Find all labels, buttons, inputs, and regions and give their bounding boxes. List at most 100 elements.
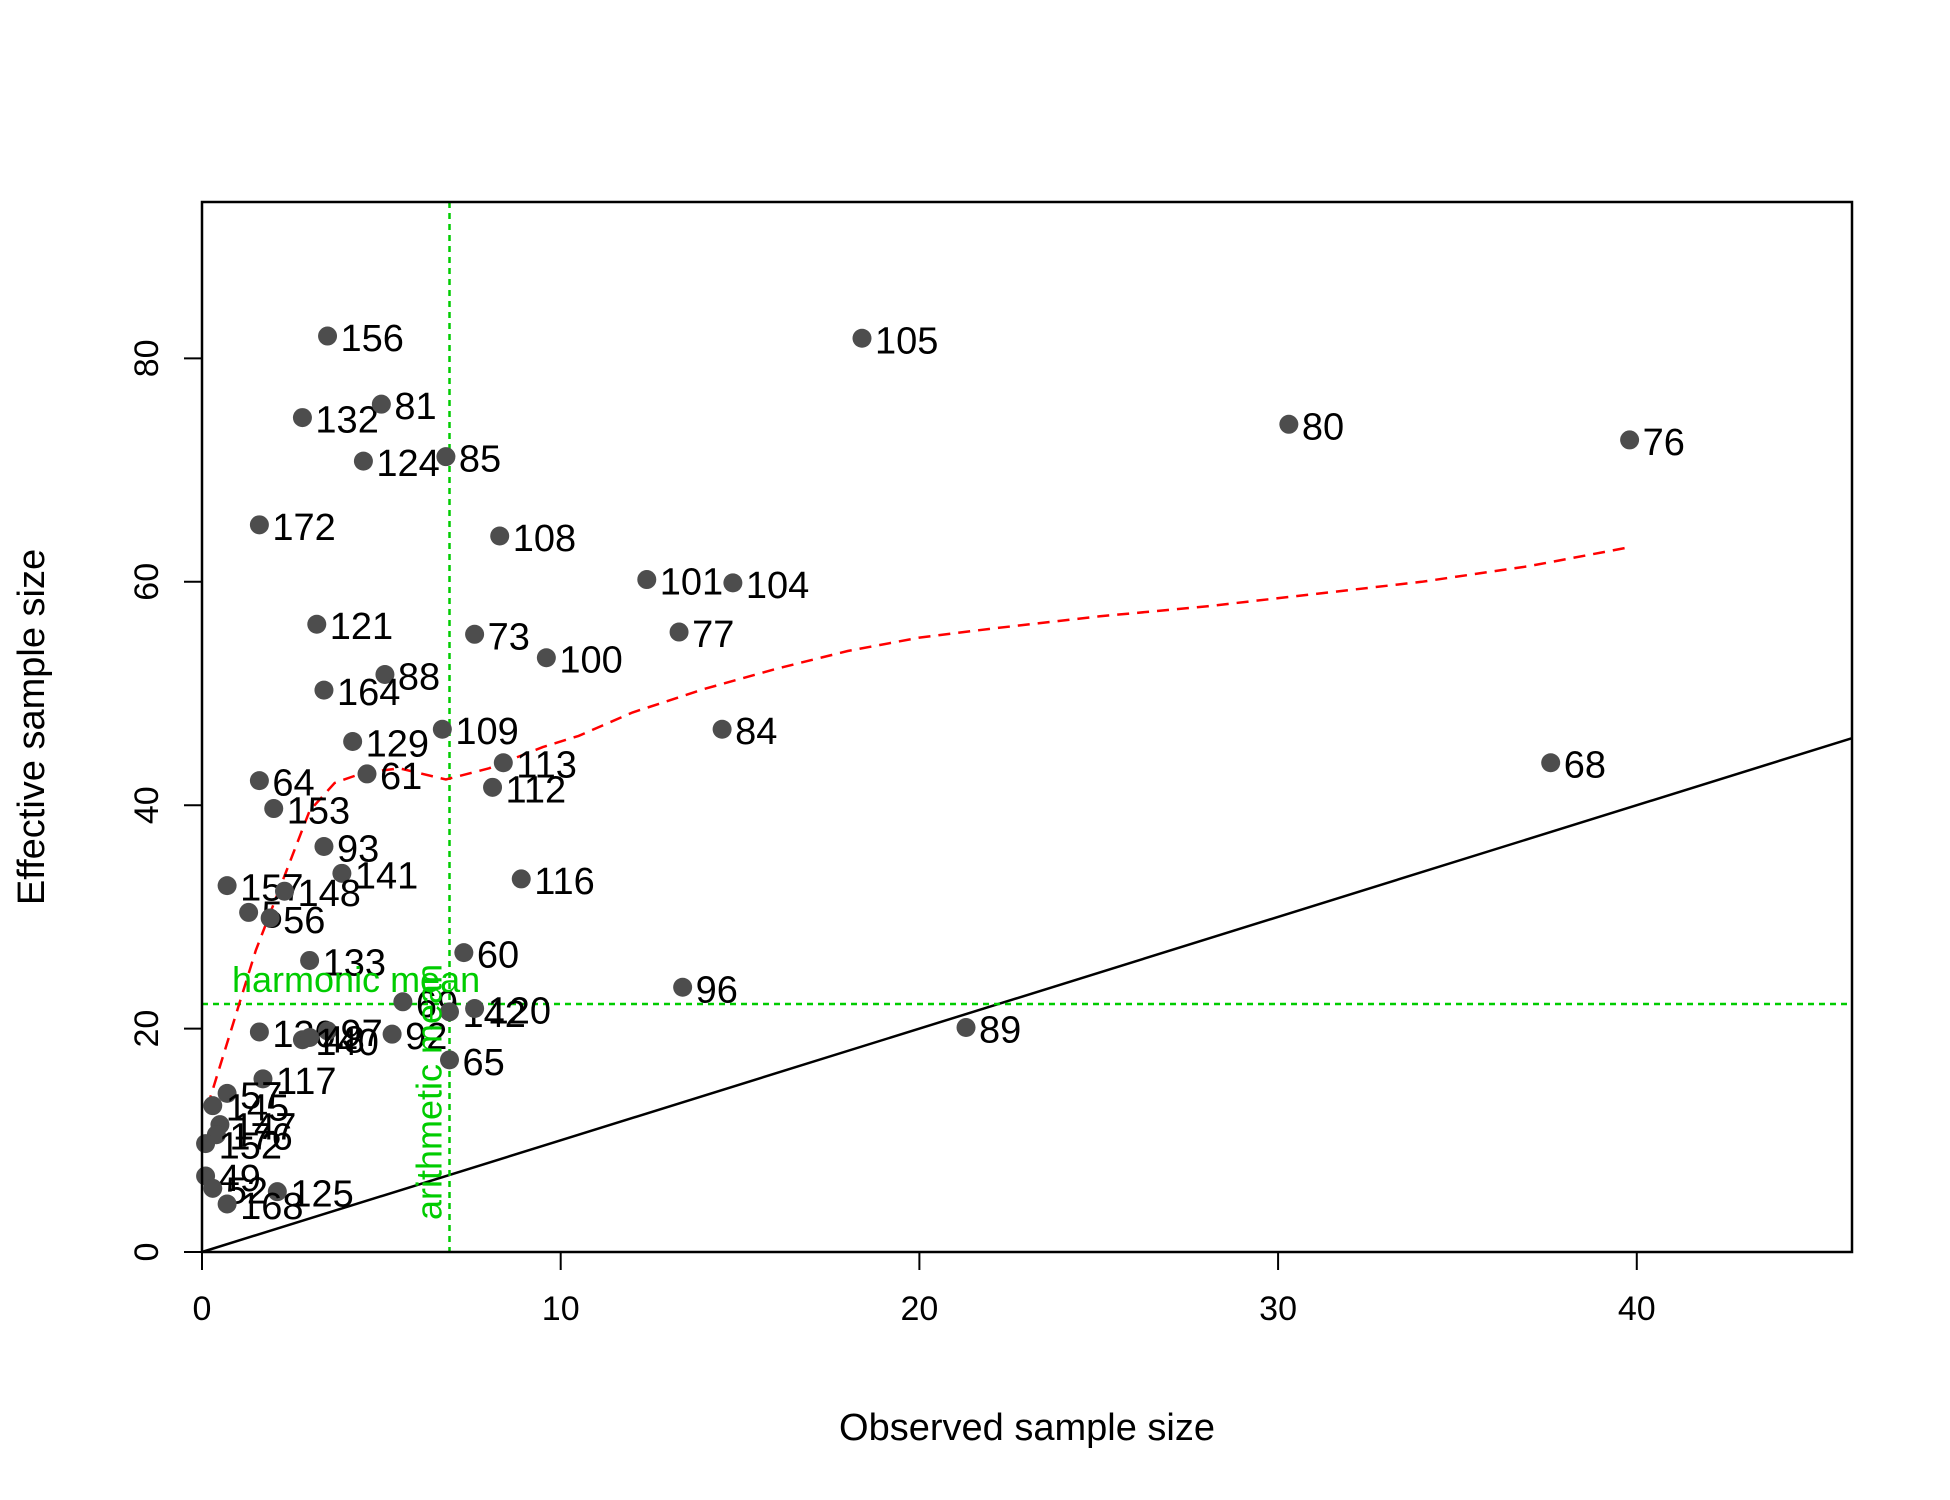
point-label: 88: [398, 657, 440, 699]
data-point: [465, 624, 485, 644]
point-label: 77: [692, 614, 734, 656]
data-point: [357, 764, 377, 784]
point-label: 76: [1643, 422, 1685, 464]
point-label: 176: [229, 1117, 292, 1159]
data-point: [260, 908, 280, 928]
point-label: 93: [337, 829, 379, 871]
data-point: [1620, 430, 1640, 450]
data-point: [318, 1021, 338, 1041]
data-point: [253, 1069, 273, 1089]
data-point: [371, 394, 391, 414]
data-point: [314, 680, 334, 700]
point-label: 116: [534, 861, 595, 903]
point-label: 145: [226, 1088, 289, 1130]
point-label: 57: [240, 1075, 282, 1117]
data-point: [203, 1178, 223, 1198]
y-tick-label: 40: [128, 786, 166, 824]
point-label: 61: [380, 756, 422, 798]
data-point: [300, 1028, 320, 1048]
y-tick-label: 20: [128, 1010, 166, 1048]
x-tick-label: 40: [1618, 1290, 1656, 1328]
data-point: [343, 732, 363, 752]
data-point: [393, 992, 413, 1012]
point-label: 101: [660, 562, 723, 604]
data-point: [353, 451, 373, 471]
data-point: [217, 876, 237, 896]
data-point: [239, 902, 259, 922]
point-label: 153: [287, 791, 350, 833]
x-tick-label: 20: [900, 1290, 938, 1328]
y-tick-label: 80: [128, 339, 166, 377]
data-point: [275, 881, 294, 901]
data-point: [203, 1096, 223, 1116]
data-point: [493, 753, 513, 773]
data-point: [1279, 414, 1299, 434]
harmonic-mean-label: harmonic mean: [232, 959, 480, 1000]
point-label: 64: [272, 763, 314, 805]
point-label: 112: [506, 769, 567, 811]
point-label: 81: [394, 386, 436, 428]
x-tick-label: 0: [193, 1290, 212, 1328]
data-point: [712, 719, 732, 739]
arithmetic-mean-label: arithmetic mean: [409, 964, 450, 1220]
point-label: 152: [219, 1126, 282, 1168]
point-label: 141: [355, 855, 418, 897]
point-label: 132: [315, 400, 378, 442]
y-axis-title: Effective sample size: [11, 549, 53, 905]
point-label: 124: [376, 443, 439, 485]
data-point: [249, 771, 269, 791]
x-tick-label: 30: [1259, 1290, 1297, 1328]
data-point: [314, 837, 334, 857]
point-label: 148: [298, 873, 361, 915]
point-label: 113: [516, 745, 577, 787]
point-label: 140: [315, 1022, 378, 1064]
axis-ticks: 0 10 20 30 40 0 20 40 60 80: [128, 339, 1656, 1328]
data-point: [436, 447, 456, 467]
plot-marks: 156 105 132 81 80 76 124 85 172 108 101 104 121 73 77 1…: [196, 202, 1853, 1254]
data-point: [267, 1182, 287, 1202]
data-point: [300, 950, 320, 970]
point-label: 97: [341, 1013, 383, 1055]
point-label: 133: [323, 942, 386, 984]
point-label: 60: [477, 935, 519, 977]
data-point: [465, 998, 485, 1018]
data-point: [483, 777, 503, 797]
data-point: [490, 526, 510, 546]
data-point: [669, 622, 689, 642]
data-point: [536, 648, 556, 668]
identity-line: [201, 736, 1853, 1254]
point-label: 147: [233, 1107, 296, 1149]
data-point: [723, 573, 743, 593]
data-point: [249, 1022, 269, 1042]
data-point: [440, 1002, 459, 1022]
point-label: 80: [1302, 406, 1344, 448]
point-label: 105: [875, 320, 938, 362]
point-label: 100: [559, 640, 622, 682]
y-tick-label: 60: [128, 563, 166, 601]
data-point: [332, 863, 352, 883]
point-label: 65: [463, 1042, 505, 1084]
point-label: 117: [276, 1061, 337, 1103]
plot-frame: [200, 200, 1854, 1254]
data-point: [264, 799, 284, 819]
point-label: 84: [735, 711, 777, 753]
point-label: 49: [219, 1158, 261, 1200]
data-point: [1541, 753, 1561, 773]
point-label: 68: [1564, 745, 1606, 787]
point-label: 48: [323, 1020, 365, 1062]
data-point: [956, 1017, 976, 1037]
point-label: 172: [272, 507, 335, 549]
point-label: 92: [405, 1016, 447, 1058]
point-label: 56: [283, 900, 325, 942]
data-point: [196, 1134, 216, 1154]
data-point: [307, 614, 327, 634]
data-point: [382, 1024, 402, 1044]
point-label: 156: [341, 318, 404, 360]
data-point: [432, 719, 452, 739]
point-label: 164: [337, 672, 400, 714]
point-label: 89: [979, 1009, 1021, 1051]
point-label: 109: [455, 711, 518, 753]
data-point: [637, 570, 657, 590]
point-label: 96: [696, 969, 738, 1011]
point-label: 120: [488, 990, 551, 1032]
